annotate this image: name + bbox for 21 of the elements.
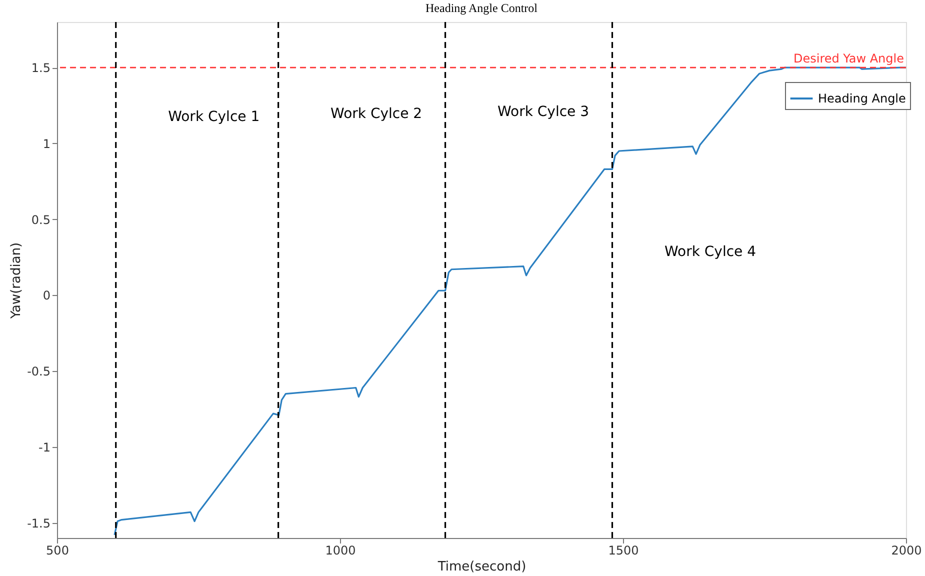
- x-tick-label: 500: [46, 544, 69, 558]
- y-tick-label: 0: [42, 288, 50, 303]
- x-tick-label: 1500: [608, 544, 639, 558]
- annotation: Work Cylce 2: [330, 106, 422, 122]
- legend-label: Heading Angle: [818, 92, 906, 106]
- y-tick-label: -1.5: [27, 516, 50, 530]
- y-tick-label: 1: [42, 136, 50, 151]
- line-series: [114, 66, 907, 536]
- x-axis-title: Time(second): [436, 560, 526, 574]
- y-axis-title: Yaw(radian): [9, 242, 24, 320]
- x-tick-label: 2000: [891, 544, 922, 558]
- x-tick-label: 1000: [325, 544, 356, 558]
- annotation: Work Cylce 1: [168, 109, 260, 125]
- y-tick-label: 0.5: [31, 212, 50, 227]
- annotation: Work Cylce 4: [664, 244, 756, 260]
- annotation: Work Cylce 3: [498, 104, 590, 120]
- chart-title: Heading Angle Control: [426, 1, 538, 16]
- y-tick-label: -0.5: [27, 364, 50, 379]
- y-tick-label: 1.5: [31, 61, 50, 76]
- y-tick-label: -1: [38, 440, 50, 454]
- ref-line-label: Desired Yaw Angle: [793, 52, 904, 66]
